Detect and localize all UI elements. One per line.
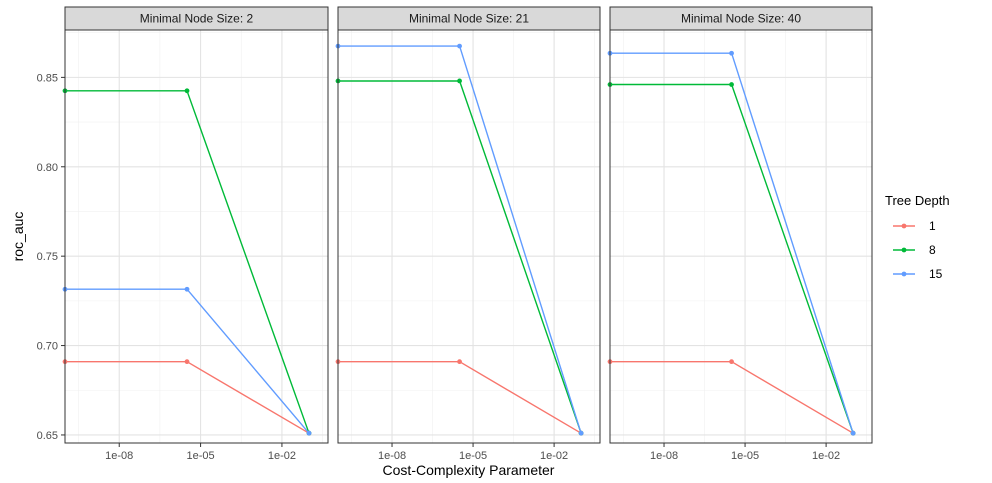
legend-item: 8: [893, 243, 936, 257]
panel-border: [337, 29, 601, 444]
y-tick-label: 0.65: [37, 430, 58, 442]
axes: 0.65 0.70 0.75 0.80 0.85 Cost-Complexity Para…: [10, 72, 555, 478]
x-tick-label: 1e-05: [731, 450, 759, 462]
x-tick-label: 1e-05: [459, 450, 487, 462]
panel-border: [64, 29, 329, 444]
data-point-depth-15: [306, 430, 312, 436]
facet-panel: Minimal Node Size: 40 1e-08 1e-05 1e-02: [607, 6, 873, 462]
x-tick-label: 1e-05: [187, 450, 215, 462]
x-tick-label: 1e-08: [105, 450, 133, 462]
x-tick-label: 1e-02: [268, 450, 296, 462]
y-tick-label: 0.85: [37, 72, 58, 84]
y-tick-label: 0.75: [37, 251, 58, 263]
legend-label: 15: [929, 267, 943, 281]
data-point-depth-1: [184, 359, 190, 365]
x-tick-label: 1e-02: [812, 450, 840, 462]
data-point-depth-15: [578, 430, 584, 436]
legend-item: 15: [893, 267, 943, 281]
facet-title: Minimal Node Size: 21: [409, 12, 529, 26]
legend-key-point: [901, 271, 907, 277]
y-tick-label: 0.80: [37, 162, 58, 174]
facet-title: Minimal Node Size: 2: [140, 12, 254, 26]
legend: Tree Depth 1 8 15: [885, 193, 950, 281]
data-point-depth-15: [729, 50, 734, 56]
data-point-depth-8: [457, 78, 462, 84]
data-point-depth-1: [457, 359, 462, 365]
panel-background: [610, 30, 872, 443]
data-point-depth-8: [729, 82, 734, 87]
y-tick-label: 0.70: [37, 341, 58, 353]
panel-background: [65, 30, 328, 443]
facet-panels: Minimal Node Size: 21e-08 1e-05 1e-02Minim…: [62, 6, 873, 462]
legend-label: 8: [929, 243, 936, 257]
data-point-depth-1: [729, 359, 734, 365]
data-point-depth-15: [184, 286, 190, 292]
y-axis-title: roc_auc: [10, 212, 26, 262]
legend-key-point: [901, 223, 907, 229]
x-tick-label: 1e-08: [650, 450, 678, 462]
legend-title: Tree Depth: [885, 193, 950, 208]
facet-panel: Minimal Node Size: 21 1e-08 1e-05 1e-02: [335, 6, 601, 462]
legend-key-point: [901, 247, 907, 253]
panel-background: [338, 30, 600, 443]
data-point-depth-15: [457, 43, 462, 49]
x-tick-label: 1e-08: [378, 450, 406, 462]
data-point-depth-8: [184, 88, 190, 94]
legend-item: 1: [893, 219, 936, 233]
facet-panel: Minimal Node Size: 2 1e-08 1e-05 1e-02: [62, 6, 329, 462]
legend-label: 1: [929, 219, 936, 233]
x-tick-label: 1e-02: [540, 450, 568, 462]
panel-border: [609, 29, 873, 444]
data-point-depth-15: [850, 430, 856, 436]
x-axis-title: Cost-Complexity Parameter: [383, 462, 555, 478]
facet-title: Minimal Node Size: 40: [681, 12, 801, 26]
